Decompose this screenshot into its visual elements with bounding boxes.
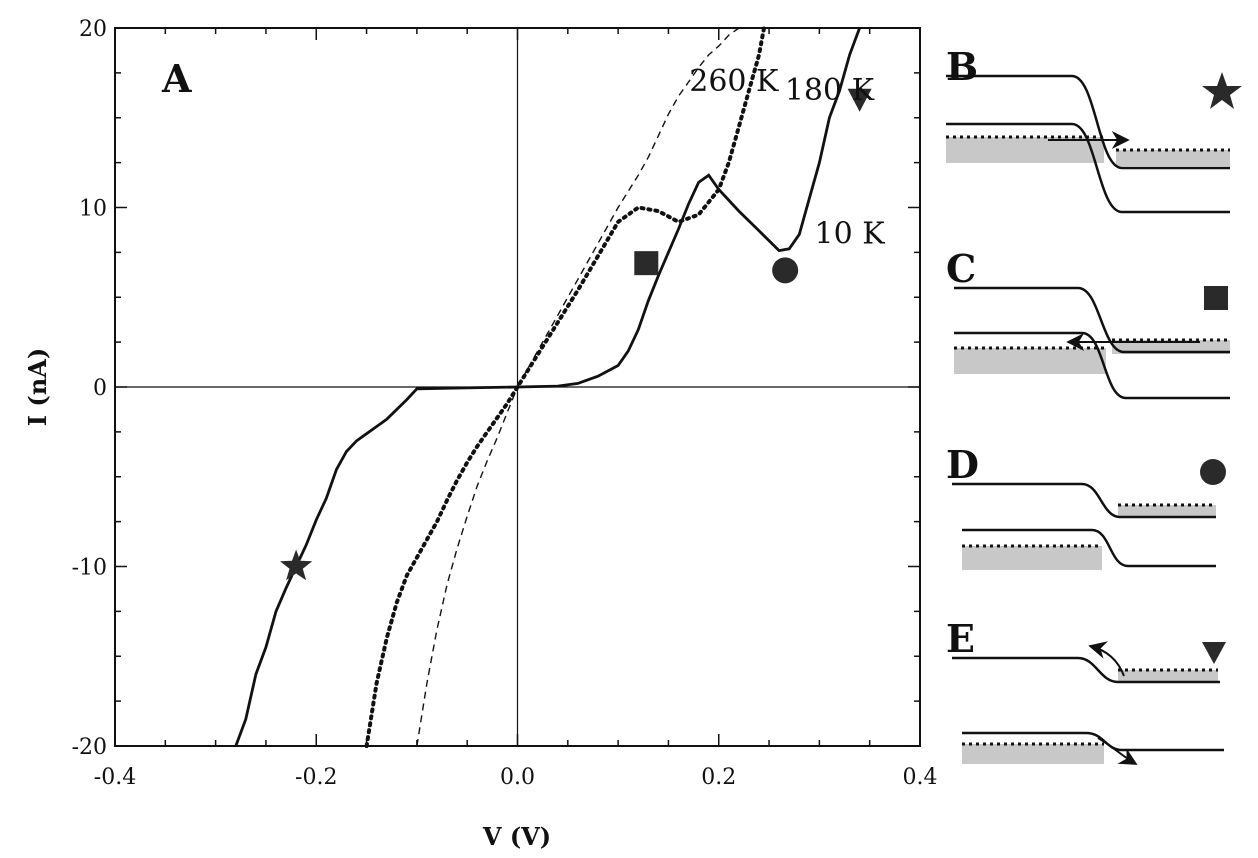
band-edge-lower	[954, 331, 1230, 400]
circle-marker-d	[1200, 459, 1226, 485]
band-diagram-c: C	[946, 246, 1230, 400]
filled-states-right	[1118, 670, 1218, 682]
x-tick-label: 0.0	[500, 765, 535, 790]
panel-label-a: A	[161, 56, 192, 101]
main-chart: -0.4 -0.2 0.0 0.2 0.4 20 10 0 -10 -20 260 K 180 K 1…	[23, 17, 938, 851]
panel-label-b: B	[946, 44, 978, 89]
y-tick-label: -20	[72, 735, 107, 760]
band-diagram-d: D	[946, 442, 1226, 570]
x-axis-label: V (V)	[482, 822, 551, 851]
panel-label-c: C	[946, 246, 976, 291]
curve-label: 260 K	[689, 64, 779, 99]
emission-arrow-down	[1097, 737, 1138, 765]
y-tick-label: -10	[72, 556, 107, 581]
y-tick-label: 10	[79, 197, 107, 222]
filled-states-left	[962, 546, 1102, 570]
x-tick-label: -0.4	[94, 765, 136, 790]
y-tick-label: 0	[93, 376, 107, 401]
y-axis-label: I (nA)	[23, 348, 52, 426]
square-marker-c	[1204, 286, 1228, 310]
star-marker	[280, 549, 313, 581]
filled-states-right	[1116, 150, 1230, 166]
triangle-marker-e	[1202, 642, 1226, 664]
data-markers	[280, 88, 872, 581]
triangle-marker	[847, 88, 872, 112]
filled-states-right	[1118, 505, 1216, 517]
filled-states-left	[954, 348, 1106, 374]
axis-ticks	[114, 27, 921, 747]
emission-arrow-up	[1088, 641, 1125, 677]
filled-states-left	[962, 744, 1104, 764]
filled-states-left	[946, 137, 1104, 163]
series-line-260k	[416, 27, 740, 747]
band-edge-upper	[952, 482, 1216, 519]
band-edge-lower	[962, 528, 1216, 568]
band-edge-upper	[954, 286, 1230, 354]
band-edge-upper	[952, 656, 1220, 684]
y-tick-label: 20	[79, 17, 107, 42]
curve-label: 10 K	[815, 216, 886, 251]
curve-labels: 260 K 180 K 10 K	[689, 64, 885, 252]
band-edge-upper	[946, 74, 1230, 170]
circle-marker	[772, 257, 799, 284]
band-diagram-e: E	[946, 616, 1226, 765]
series-line-10k	[234, 27, 861, 747]
band-diagram-b: B	[946, 44, 1242, 214]
star-marker-b	[1202, 72, 1242, 109]
x-tick-label: -0.2	[295, 765, 337, 790]
curves	[234, 26, 861, 748]
square-marker	[634, 251, 659, 276]
filled-states-right	[1112, 340, 1230, 354]
panel-label-e: E	[946, 616, 975, 661]
band-edge-lower	[946, 122, 1230, 214]
x-tick-label: 0.4	[903, 765, 938, 790]
panel-label-d: D	[946, 442, 979, 487]
x-tick-label: 0.2	[701, 765, 736, 790]
curve-label: 180 K	[785, 73, 875, 108]
tick-labels: -0.4 -0.2 0.0 0.2 0.4 20 10 0 -10 -20	[72, 17, 938, 790]
